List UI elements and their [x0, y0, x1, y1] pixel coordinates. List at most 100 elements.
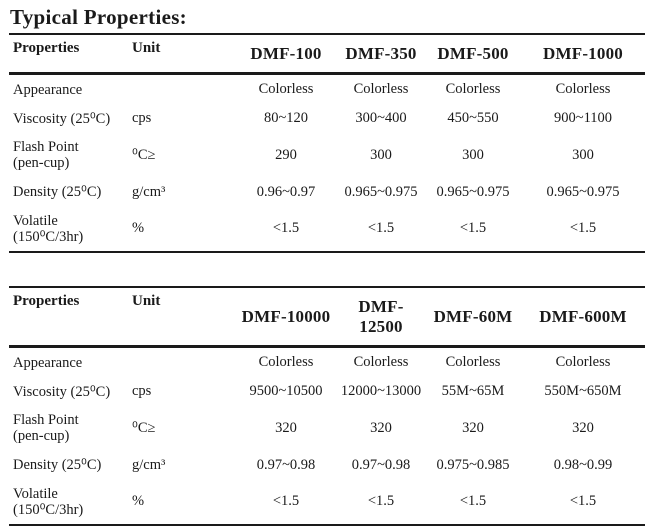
value-cell: 450~550 — [447, 110, 499, 127]
property-label-line2: (pen-cup) — [13, 428, 70, 445]
unit-cell: cps — [132, 110, 152, 127]
value-cell: 900~1100 — [553, 110, 613, 127]
unit-cell: cps — [132, 383, 152, 400]
column-header-grade: DMF-60M — [433, 307, 513, 327]
value-cell: <1.5 — [569, 220, 597, 237]
property-cell: Appearance — [9, 74, 132, 105]
property-cell: Volatile (150⁰C/3hr) — [9, 207, 132, 252]
value-cell: 80~120 — [263, 110, 309, 127]
column-header-grade: DMF-600M — [539, 307, 627, 327]
properties-table-2: Properties Unit DMF-10000 DMF-12500 DMF-… — [9, 286, 645, 526]
value-cell: <1.5 — [569, 493, 597, 510]
table-row-viscosity: Viscosity (25⁰C) cps 9500~10500 12000~13… — [9, 377, 645, 406]
unit-cell: ⁰C≥ — [132, 419, 156, 436]
column-header-grade: DMF-500 — [437, 44, 509, 64]
table-row-appearance: Appearance Colorless Colorless Colorless… — [9, 347, 645, 378]
property-cell: Flash Point (pen-cup) — [9, 406, 132, 450]
page-title: Typical Properties: — [10, 5, 187, 29]
value-cell: Colorless — [353, 354, 409, 371]
value-cell: 0.96~0.97 — [256, 183, 316, 200]
property-cell: Volatile (150⁰C/3hr) — [9, 480, 132, 525]
property-label: Density (25⁰C) — [13, 456, 102, 473]
property-label: Flash Point — [13, 139, 79, 156]
value-cell: Colorless — [445, 354, 501, 371]
table-row-density: Density (25⁰C) g/cm³ 0.96~0.97 0.965~0.9… — [9, 178, 645, 207]
property-label-line2: (pen-cup) — [13, 155, 70, 172]
value-cell: <1.5 — [272, 493, 300, 510]
property-cell: Density (25⁰C) — [9, 178, 132, 207]
table-row-viscosity: Viscosity (25⁰C) cps 80~120 300~400 450~… — [9, 104, 645, 133]
unit-cell — [132, 347, 235, 378]
value-cell: <1.5 — [459, 493, 487, 510]
value-cell: 320 — [462, 419, 484, 436]
column-header-grade: DMF-12500 — [358, 297, 404, 337]
column-header-grade: DMF-100 — [250, 44, 322, 64]
value-cell: 0.965~0.975 — [546, 183, 620, 200]
properties-table-1: Properties Unit DMF-100 DMF-350 DMF-500 … — [9, 33, 645, 253]
value-cell: 320 — [572, 419, 594, 436]
property-cell: Viscosity (25⁰C) — [9, 377, 132, 406]
value-cell: 0.98~0.99 — [553, 456, 613, 473]
table-row-volatile: Volatile (150⁰C/3hr) % <1.5 <1.5 <1.5 <1… — [9, 207, 645, 253]
property-cell: Appearance — [9, 347, 132, 378]
unit-cell — [132, 74, 235, 105]
property-label: Viscosity (25⁰C) — [13, 383, 111, 400]
unit-cell: g/cm³ — [132, 183, 166, 200]
value-cell: 550M~650M — [544, 383, 622, 400]
value-cell: Colorless — [258, 81, 314, 98]
value-cell: <1.5 — [459, 220, 487, 237]
value-cell: <1.5 — [272, 220, 300, 237]
value-cell: Colorless — [445, 81, 501, 98]
property-label: Flash Point — [13, 412, 79, 429]
property-label: Volatile — [13, 485, 58, 502]
value-cell: 300 — [370, 146, 392, 163]
property-label: Appearance — [13, 354, 83, 371]
unit-cell: ⁰C≥ — [132, 146, 156, 163]
value-cell: 0.975~0.985 — [436, 456, 510, 473]
unit-cell: g/cm³ — [132, 456, 166, 473]
column-header-properties: Properties — [13, 293, 80, 310]
property-cell: Density (25⁰C) — [9, 451, 132, 480]
value-cell: 9500~10500 — [249, 383, 323, 400]
property-label: Volatile — [13, 212, 58, 229]
property-label: Viscosity (25⁰C) — [13, 110, 111, 127]
property-label: Appearance — [13, 81, 83, 98]
value-cell: 290 — [275, 146, 297, 163]
table-row-appearance: Appearance Colorless Colorless Colorless… — [9, 74, 645, 105]
unit-cell: % — [132, 493, 145, 510]
property-label-line2: (150⁰C/3hr) — [13, 501, 84, 518]
value-cell: 300 — [462, 146, 484, 163]
value-cell: 0.97~0.98 — [256, 456, 316, 473]
column-header-grade: DMF-1000 — [543, 44, 623, 64]
column-header-properties: Properties — [13, 40, 80, 57]
value-cell: 300~400 — [355, 110, 407, 127]
table-row-flash-point: Flash Point (pen-cup) ⁰C≥ 320 320 320 32… — [9, 406, 645, 450]
value-cell: 0.97~0.98 — [351, 456, 411, 473]
property-cell: Viscosity (25⁰C) — [9, 104, 132, 133]
value-cell: 0.965~0.975 — [436, 183, 510, 200]
header-row: Properties Unit DMF-100 DMF-350 DMF-500 … — [9, 34, 645, 74]
property-label: Density (25⁰C) — [13, 184, 102, 201]
value-cell: 12000~13000 — [340, 383, 422, 400]
value-cell: 320 — [370, 419, 392, 436]
table-row-volatile: Volatile (150⁰C/3hr) % <1.5 <1.5 <1.5 <1… — [9, 480, 645, 526]
value-cell: 55M~65M — [441, 383, 505, 400]
header-row: Properties Unit DMF-10000 DMF-12500 DMF-… — [9, 287, 645, 347]
column-header-grade: DMF-350 — [345, 44, 417, 64]
value-cell: Colorless — [258, 354, 314, 371]
column-header-unit: Unit — [132, 293, 161, 310]
value-cell: 300 — [572, 146, 594, 163]
column-header-unit: Unit — [132, 40, 161, 57]
value-cell: <1.5 — [367, 220, 395, 237]
table-row-flash-point: Flash Point (pen-cup) ⁰C≥ 290 300 300 30… — [9, 133, 645, 177]
value-cell: 0.965~0.975 — [344, 183, 418, 200]
unit-cell: % — [132, 220, 145, 237]
property-label-line2: (150⁰C/3hr) — [13, 228, 84, 245]
table-row-density: Density (25⁰C) g/cm³ 0.97~0.98 0.97~0.98… — [9, 451, 645, 480]
column-header-grade: DMF-10000 — [241, 307, 331, 327]
value-cell: Colorless — [353, 81, 409, 98]
value-cell: Colorless — [555, 81, 611, 98]
value-cell: Colorless — [555, 354, 611, 371]
property-cell: Flash Point (pen-cup) — [9, 133, 132, 177]
